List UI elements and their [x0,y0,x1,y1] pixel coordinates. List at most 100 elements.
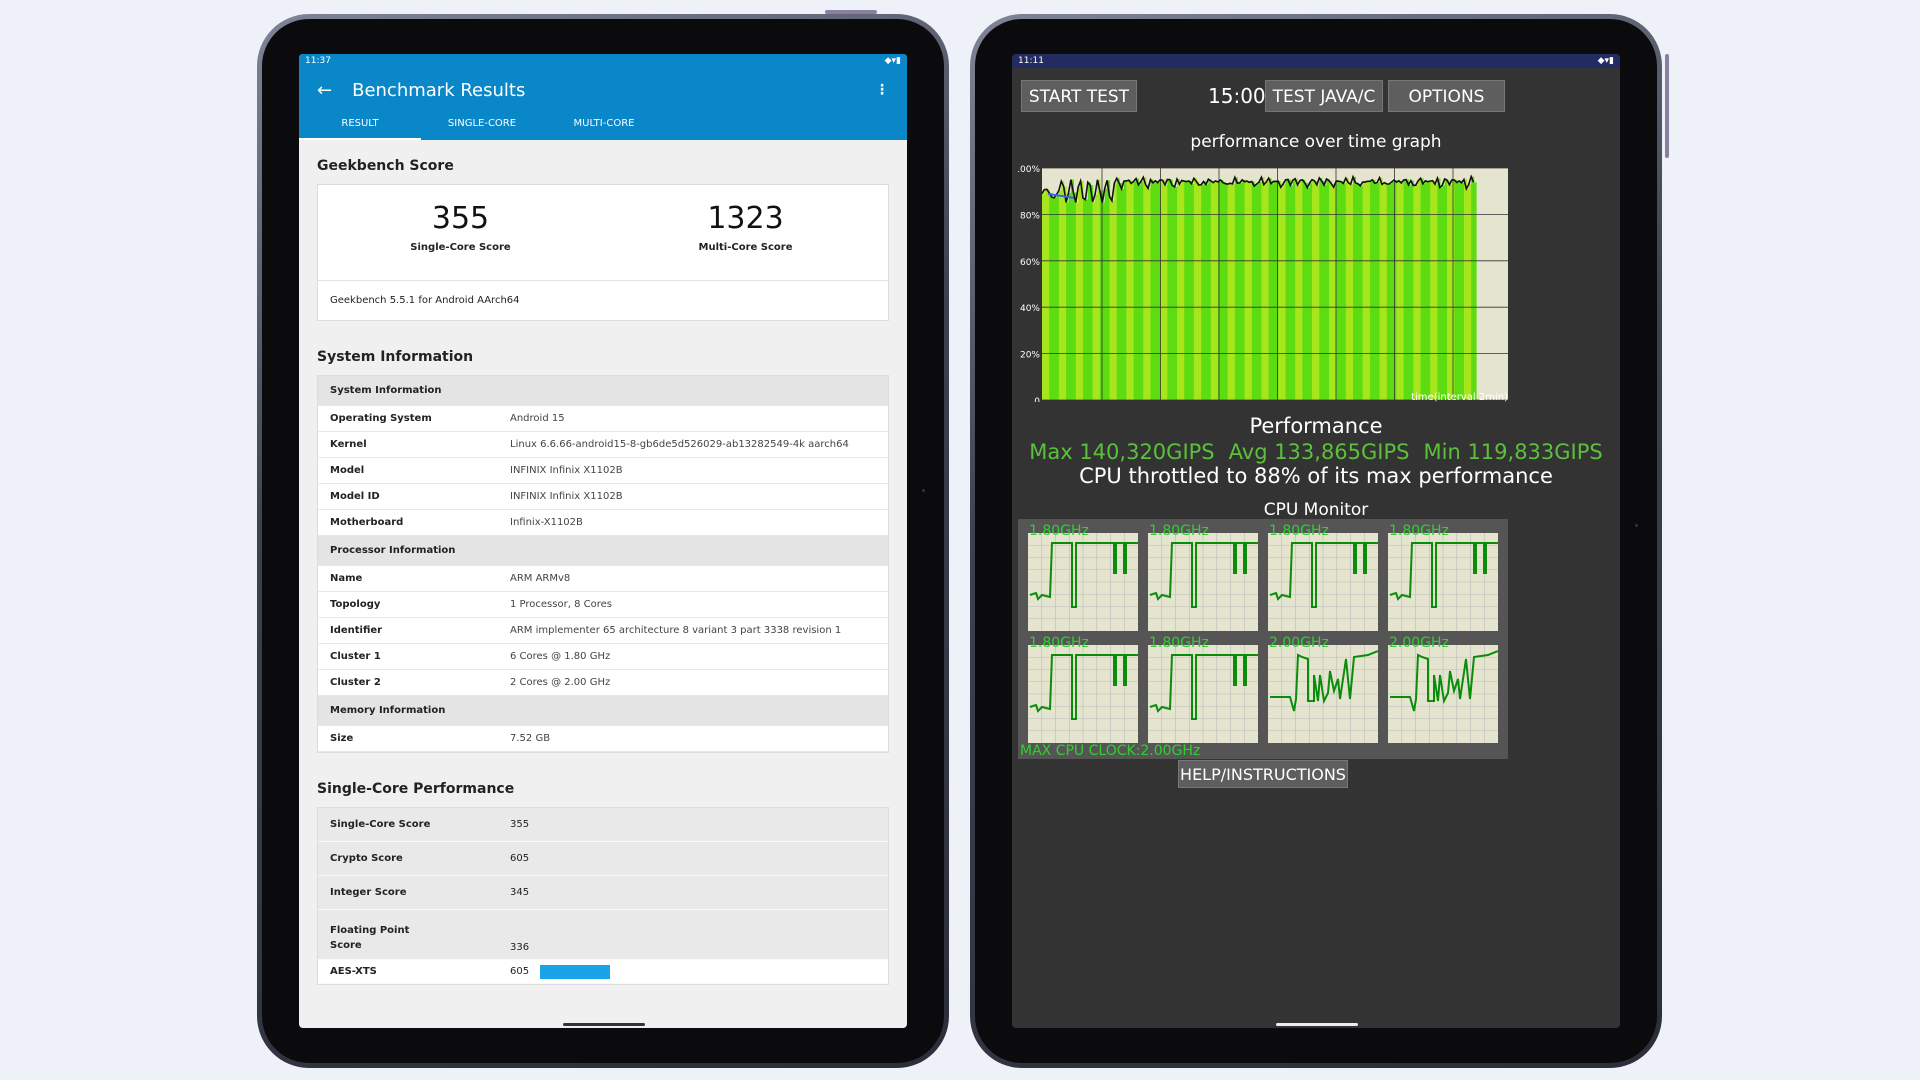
perf-value: 336 [510,942,530,953]
sysinfo-row: Size 7.52 GB [318,726,888,752]
sysinfo-value: ARM implementer 65 architecture 8 varian… [510,625,842,636]
nav-handle[interactable] [563,1023,645,1026]
tab-bar: RESULT SINGLE-CORE MULTI-CORE [299,112,907,140]
graph-bar [1095,194,1099,400]
camera-dot [1635,524,1638,527]
tab-single-core[interactable]: SINGLE-CORE [447,118,517,129]
graph-bar [1121,188,1125,400]
graph-bar [1345,178,1349,400]
graph-bar [1268,178,1272,400]
graph-bar [1058,190,1062,400]
graph-bar [1425,180,1429,400]
sysinfo-group-header: Memory Information [318,696,888,726]
graph-bar [1239,182,1243,400]
graph-bar [1104,188,1108,400]
graph-bar [1290,185,1294,400]
graph-bar [1389,184,1393,400]
graph-bar [1273,181,1277,400]
graph-bar [1066,202,1070,400]
single-core-score-value: 355 [431,201,490,236]
graph-bar [1295,178,1299,400]
performance-line [1041,174,1475,204]
y-tick-label: 60% [1020,258,1040,268]
sysinfo-row: Name ARM ARMv8 [318,566,888,592]
perf-row: Floating Point Score 336 [318,910,888,960]
graph-bar [1160,179,1164,400]
sysinfo-value: 6 Cores @ 1.80 GHz [510,651,611,662]
graph-bar [1218,181,1222,400]
graph-bar [1418,180,1422,400]
help-instructions-button[interactable]: HELP/INSTRUCTIONS [1178,760,1348,788]
y-tick-label: 0 [1034,397,1040,402]
cpu-core-graph: 1.80GHz [1028,635,1138,743]
sysinfo-row: Identifier ARM implementer 65 architectur… [318,618,888,644]
graph-bar [1056,194,1060,400]
back-arrow-icon[interactable]: ← [317,79,333,101]
graph-bar [1321,180,1325,400]
right-tablet: 11:11 ◆▾▮ START TEST 15:00:1 TEST JAVA/C… [970,14,1669,1068]
version-text: Geekbench 5.5.1 for Android AArch64 [330,295,520,306]
graph-bar [1427,181,1431,400]
tab-multi-core[interactable]: MULTI-CORE [573,118,635,129]
graph-bar [1338,181,1342,400]
options-button[interactable]: OPTIONS [1388,80,1505,112]
graph-bar [1227,184,1231,400]
core-frequency-chart [1388,533,1498,631]
graph-bar [1280,187,1284,400]
start-test-button[interactable]: START TEST [1021,80,1137,112]
test-java-c-button[interactable]: TEST JAVA/C [1265,80,1383,112]
sysinfo-value: 2 Cores @ 2.00 GHz [510,677,611,688]
perf-table: Single-Core Score 355 Crypto Score 605 Integ… [317,807,889,985]
sysinfo-key: System Information [330,385,442,396]
graph-bar [1302,179,1306,400]
perf-key: Crypto Score [330,853,403,864]
graph-bar [1164,184,1168,400]
more-options-icon[interactable]: ⋮ [875,82,889,98]
graph-bar [1179,184,1183,400]
sysinfo-key: Memory Information [330,705,446,716]
graph-bar [1208,179,1212,400]
status-bar: 11:11 ◆▾▮ [1012,54,1620,68]
graph-bar [1439,187,1443,400]
graph-bar [1422,183,1426,400]
nav-handle[interactable] [1276,1023,1358,1026]
graph-bar [1396,182,1400,400]
sysinfo-row: Cluster 1 6 Cores @ 1.80 GHz [318,644,888,670]
graph-bar [1087,182,1091,400]
graph-bar [1042,193,1046,400]
sysinfo-row: Model INFINIX Infinix X1102B [318,458,888,484]
graph-bar [1256,184,1260,400]
graph-bar [1365,182,1369,400]
graph-bar [1143,177,1147,400]
core-frequency-chart [1268,645,1379,743]
camera-dot [922,489,925,492]
sysinfo-key: Size [330,733,354,744]
graph-bar [1413,185,1417,400]
perf-value: 345 [510,887,530,898]
graph-bar [1350,184,1354,400]
graph-bar [1169,179,1173,400]
cpu-core-graph: 1.80GHz [1028,523,1138,631]
core-frequency-chart [1028,645,1138,743]
graph-bar [1471,176,1475,400]
graph-bar [1213,182,1217,400]
cpu-throttle-screen: 11:11 ◆▾▮ START TEST 15:00:1 TEST JAVA/C… [1012,54,1620,1028]
sysinfo-value: Infinix-X1102B [510,517,583,528]
core-frequency-chart [1028,533,1138,631]
graph-bar [1205,184,1209,400]
cpu-core-graph: 1.80GHz [1268,523,1378,631]
perf-key: AES-XTS [330,966,377,977]
cpu-monitor-title: CPU Monitor [1263,500,1369,520]
graph-bar [1367,181,1371,400]
graph-bar [1437,178,1441,400]
graph-bar [1249,182,1253,400]
graph-bar [1177,179,1181,400]
graph-bar [1331,183,1335,400]
tab-result[interactable]: RESULT [299,112,421,140]
perf-row: AES-XTS 605 [318,960,888,984]
perf-key: Integer Score [330,887,407,898]
sysinfo-section-title: System Information [317,349,474,365]
graph-bar [1401,182,1405,400]
status-time: 11:11 [1018,56,1044,66]
core-frequency-label: 1.80GHz [1029,523,1089,539]
